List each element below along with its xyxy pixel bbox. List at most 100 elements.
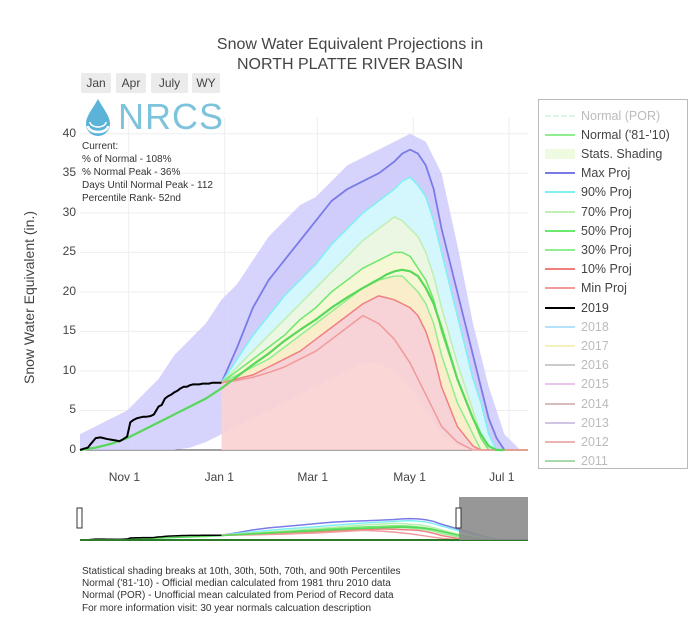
legend-item[interactable]: 70% Proj [539, 202, 687, 221]
legend-item[interactable]: 2017 [539, 336, 687, 355]
y-tick-label: 15 [62, 323, 76, 338]
current-stats: Current: % of Normal - 108% % Normal Pea… [82, 140, 213, 205]
y-tick-label: 30 [62, 204, 76, 219]
min-band [221, 315, 528, 450]
legend-label: 10% Proj [581, 262, 632, 277]
legend-item[interactable]: 50% Proj [539, 221, 687, 240]
series-line-max [220, 148, 528, 451]
p70-band [221, 216, 528, 450]
legend-item[interactable]: 2013 [539, 413, 687, 432]
legend-item[interactable]: Max Proj [539, 164, 687, 183]
legend-label: 70% Proj [581, 204, 632, 219]
legend-swatch [545, 437, 575, 447]
legend-item[interactable]: 2015 [539, 375, 687, 394]
legend-item[interactable]: 2016 [539, 356, 687, 375]
legend: Normal (POR) Normal ('81-'10) Stats. Shadi… [538, 99, 688, 469]
legend-label: 90% Proj [581, 185, 632, 200]
range-button-jan[interactable]: Jan [81, 73, 111, 93]
legend-label: 2013 [581, 415, 609, 430]
legend-item[interactable]: 2014 [539, 394, 687, 413]
chart-title-line-1: Snow Water Equivalent Projections in [216, 36, 484, 53]
stats-pct-normal-peak: % Normal Peak - 36% [82, 167, 181, 178]
legend-swatch [545, 168, 575, 178]
slider-line-normal [79, 526, 505, 541]
legend-swatch [545, 130, 575, 140]
x-tick-label: Jan 1 [204, 470, 234, 484]
x-tick-label: Mar 1 [297, 470, 329, 484]
legend-item[interactable]: 2011 [539, 452, 687, 471]
legend-item[interactable]: 2019 [539, 298, 687, 317]
legend-swatch [545, 399, 575, 409]
legend-swatch [545, 322, 575, 332]
legend-item[interactable]: 90% Proj [539, 183, 687, 202]
legend-swatch [545, 456, 575, 466]
y-tick-label: 40 [62, 125, 76, 140]
legend-label: 2019 [581, 300, 609, 315]
legend-item[interactable]: Normal (POR) [539, 106, 687, 125]
y-tick-label: 5 [69, 402, 76, 417]
legend-label: 2017 [581, 338, 609, 353]
stats-percentile-rank: Percentile Rank- 52nd [82, 193, 181, 204]
legend-label: 2018 [581, 319, 609, 334]
y-axis-label: Snow Water Equivalent (in.) [21, 211, 37, 384]
series-line-current [79, 381, 222, 451]
legend-item[interactable]: 2012 [539, 432, 687, 451]
x-tick-label: Jul 1 [489, 470, 515, 484]
slider-handle-right [455, 507, 462, 529]
legend-swatch [545, 418, 575, 428]
y-tick-label: 10 [62, 362, 76, 377]
footnote-more-info: For more information visit: 30 year norm… [82, 602, 372, 614]
legend-label: 2016 [581, 358, 609, 373]
legend-item[interactable]: Normal ('81-'10) [539, 125, 687, 144]
legend-swatch [545, 187, 575, 197]
legend-swatch [545, 360, 575, 370]
footnote-shading: Statistical shading breaks at 10th, 30th… [82, 566, 401, 577]
x-tick-label: Nov 1 [108, 470, 141, 484]
water-drop-icon [86, 99, 110, 136]
logo-text: NRCS [118, 96, 225, 137]
legend-label: Max Proj [581, 166, 631, 181]
range-slider[interactable] [76, 497, 528, 541]
p30-band [221, 276, 528, 450]
legend-item[interactable]: 10% Proj [539, 260, 687, 279]
range-button-apr[interactable]: Apr [116, 73, 146, 93]
legend-swatch [545, 245, 575, 255]
range-button-wy[interactable]: WY [192, 73, 220, 93]
legend-item[interactable]: Stats. Shading [539, 144, 687, 163]
y-tick-label: 25 [62, 244, 76, 259]
slider-handle-left [76, 507, 83, 529]
plot-lines [79, 148, 528, 452]
legend-label: 2014 [581, 396, 609, 411]
legend-label: 30% Proj [581, 242, 632, 257]
legend-item[interactable]: Min Proj [539, 279, 687, 298]
legend-item[interactable]: 30% Proj [539, 240, 687, 259]
legend-swatch [545, 111, 575, 121]
x-tick-label: May 1 [393, 470, 426, 484]
legend-label: 2015 [581, 377, 609, 392]
series-line-normal [79, 268, 505, 452]
y-tick-label: 0 [69, 442, 76, 456]
stats-pct-normal: % of Normal - 108% [82, 154, 172, 165]
footnote-normal-official: Normal ('81-'10) - Official median calcu… [82, 578, 391, 590]
y-tick-label: 35 [62, 165, 76, 180]
chart-title-line-2: NORTH PLATTE RIVER BASIN [236, 56, 464, 73]
nrcs-logo: NRCS [80, 96, 223, 138]
footnote-normal-por: Normal (POR) - Unofficial mean calculate… [82, 590, 394, 602]
range-button-july[interactable]: July [151, 73, 188, 93]
series-line-min [221, 314, 528, 451]
series-line-p90 [220, 176, 528, 451]
stats-current-label: Current: [82, 141, 119, 152]
p90-band [221, 177, 528, 451]
legend-label: Normal ('81-'10) [581, 127, 670, 142]
legend-swatch [545, 207, 575, 217]
legend-item[interactable]: 2018 [539, 317, 687, 336]
legend-swatch [545, 341, 575, 351]
legend-swatch [545, 226, 575, 236]
legend-label: 2011 [581, 454, 608, 469]
legend-swatch [545, 148, 575, 159]
legend-label: Normal (POR) [581, 108, 661, 123]
legend-swatch [545, 264, 575, 274]
legend-label: Min Proj [581, 281, 627, 296]
y-tick-label: 20 [62, 283, 76, 298]
